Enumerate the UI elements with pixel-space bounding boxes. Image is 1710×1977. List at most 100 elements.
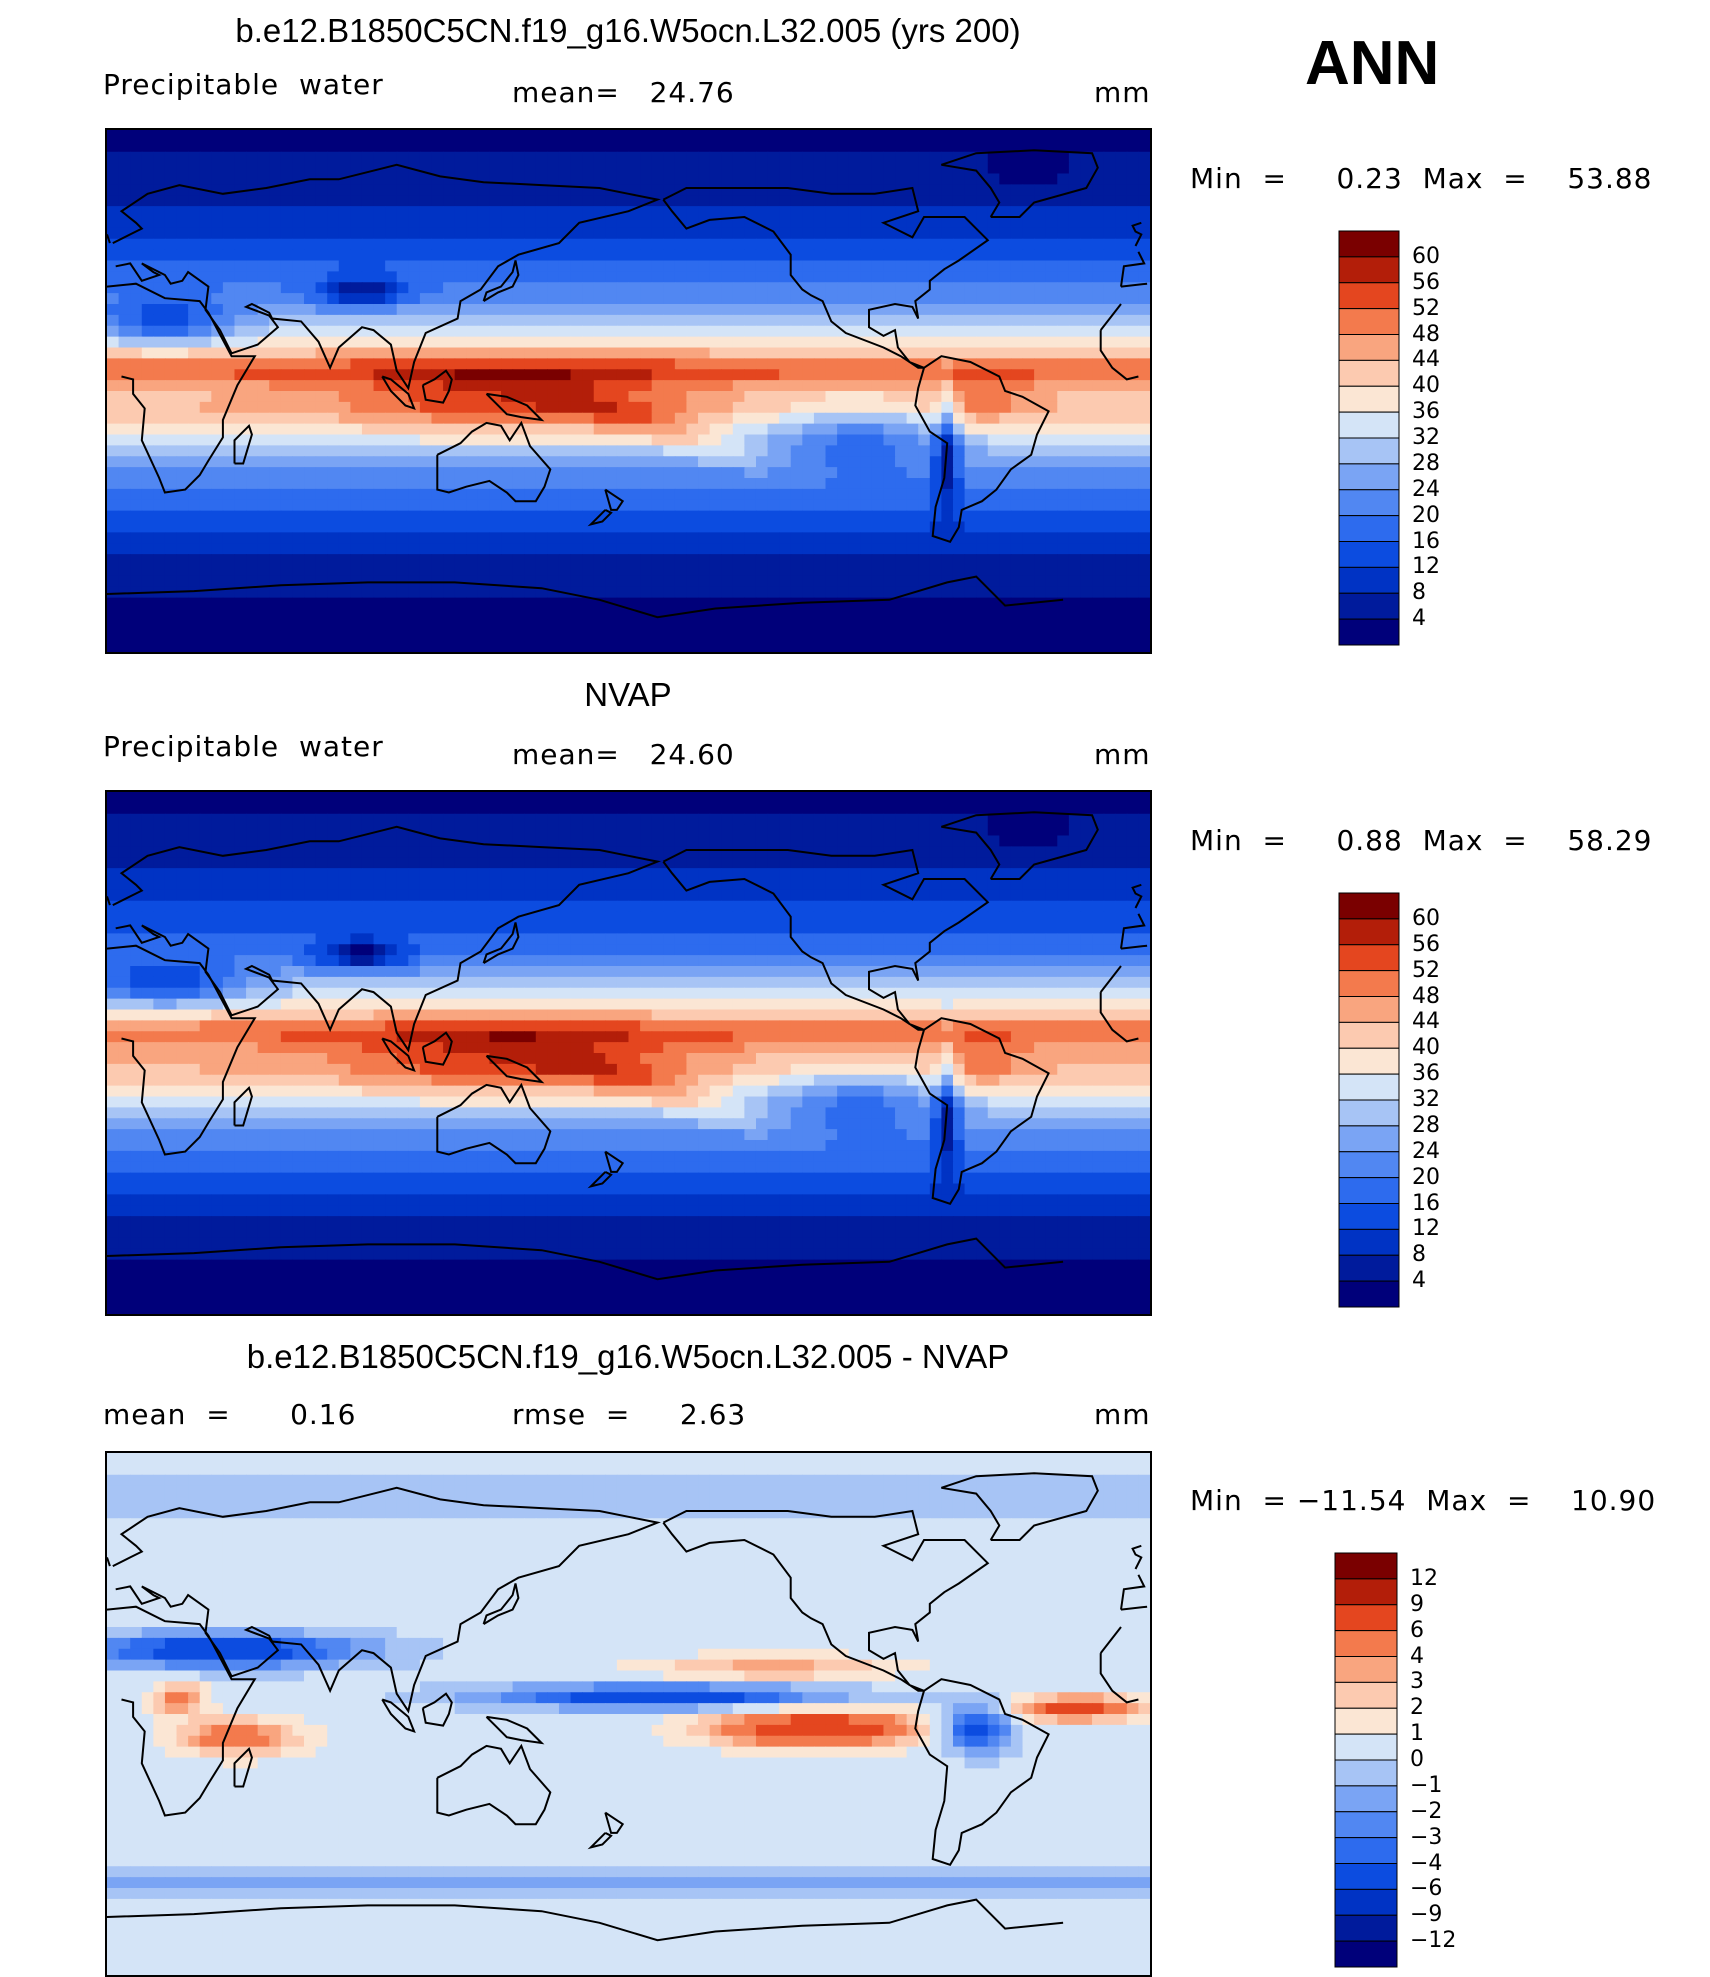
field-cell (987, 151, 1000, 164)
field-cell (779, 423, 792, 436)
field-cell (304, 575, 317, 588)
field-cell (605, 369, 618, 381)
field-cell (327, 314, 340, 327)
field-cell (941, 619, 954, 631)
field-cell (871, 619, 885, 631)
field-cell (848, 162, 861, 175)
field-cell (1080, 554, 1093, 566)
field-cell (419, 813, 433, 826)
field-cell (1138, 857, 1150, 869)
field-cell (431, 824, 444, 837)
field-cell (1057, 575, 1070, 588)
field-cell (164, 369, 178, 381)
field-cell (501, 499, 514, 512)
field-cell (512, 554, 525, 566)
field-cell (315, 586, 328, 599)
field-cell (350, 358, 363, 370)
field-cell (107, 412, 120, 425)
field-cell (141, 369, 154, 381)
field-cell (906, 325, 919, 338)
field-cell (396, 336, 409, 349)
field-cell (987, 824, 1000, 837)
field-cell (431, 565, 444, 577)
field-cell (860, 478, 873, 490)
field-cell (118, 173, 131, 185)
field-cell (153, 314, 166, 327)
field-cell (524, 608, 537, 620)
field-cell (964, 835, 977, 847)
field-cell (454, 521, 467, 533)
field-cell (698, 380, 711, 392)
field-cell (234, 434, 247, 446)
field-cell (443, 206, 456, 218)
field-cell (269, 510, 282, 523)
field-cell (199, 271, 212, 283)
field-cell (107, 260, 120, 272)
field-cell (489, 238, 502, 251)
field-cell (257, 391, 270, 403)
field-cell (616, 532, 630, 544)
field-cell (964, 314, 977, 327)
field-cell (616, 641, 630, 652)
field-cell (246, 336, 259, 349)
field-cell (593, 630, 606, 642)
field-cell (304, 543, 317, 555)
field-cell (1034, 260, 1047, 272)
field-cell (524, 630, 537, 642)
field-cell (454, 238, 467, 251)
field-cell (280, 521, 294, 533)
field-cell (976, 151, 989, 164)
field-cell (767, 792, 780, 804)
field-cell (628, 184, 641, 196)
field-cell (408, 282, 421, 294)
field-cell (605, 478, 618, 490)
field-cell (825, 162, 838, 175)
field-cell (304, 140, 317, 153)
field-cell (941, 195, 954, 207)
field-cell (1092, 423, 1105, 436)
field-cell (1126, 304, 1140, 316)
field-cell (698, 358, 711, 370)
field-cell (315, 792, 328, 804)
field-cell (802, 488, 815, 501)
field-cell (257, 586, 270, 599)
field-cell (640, 347, 653, 359)
field-cell (431, 813, 444, 826)
field-cell (350, 271, 363, 283)
field-cell (895, 630, 908, 642)
field-cell (593, 380, 606, 392)
field-cell (141, 314, 154, 327)
field-cell (1010, 575, 1024, 588)
field-cell (547, 499, 560, 512)
field-cell (570, 575, 583, 588)
field-cell (999, 304, 1012, 316)
field-cell (1045, 846, 1058, 858)
field-cell (1103, 586, 1116, 599)
field-cell (246, 325, 259, 338)
field-cell (188, 249, 201, 262)
field-cell (825, 206, 838, 218)
field-cell (1045, 434, 1058, 446)
field-cell (1126, 813, 1140, 826)
field-cell (130, 151, 143, 164)
field-cell (385, 358, 398, 370)
field-cell (304, 369, 317, 381)
field-cell (1022, 792, 1035, 804)
field-cell (1045, 630, 1058, 642)
field-cell (663, 521, 676, 533)
field-cell (871, 532, 885, 544)
field-cell (338, 423, 351, 436)
field-cell (582, 282, 595, 294)
field-cell (118, 499, 131, 512)
field-cell (732, 434, 745, 446)
field-cell (501, 358, 514, 370)
field-cell (987, 630, 1000, 642)
field-cell (524, 358, 537, 370)
field-cell (674, 195, 688, 207)
field-cell (698, 510, 711, 523)
field-cell (234, 532, 247, 544)
field-cell (385, 184, 398, 196)
field-cell (338, 380, 351, 392)
field-cell (582, 304, 595, 316)
field-cell (790, 391, 803, 403)
